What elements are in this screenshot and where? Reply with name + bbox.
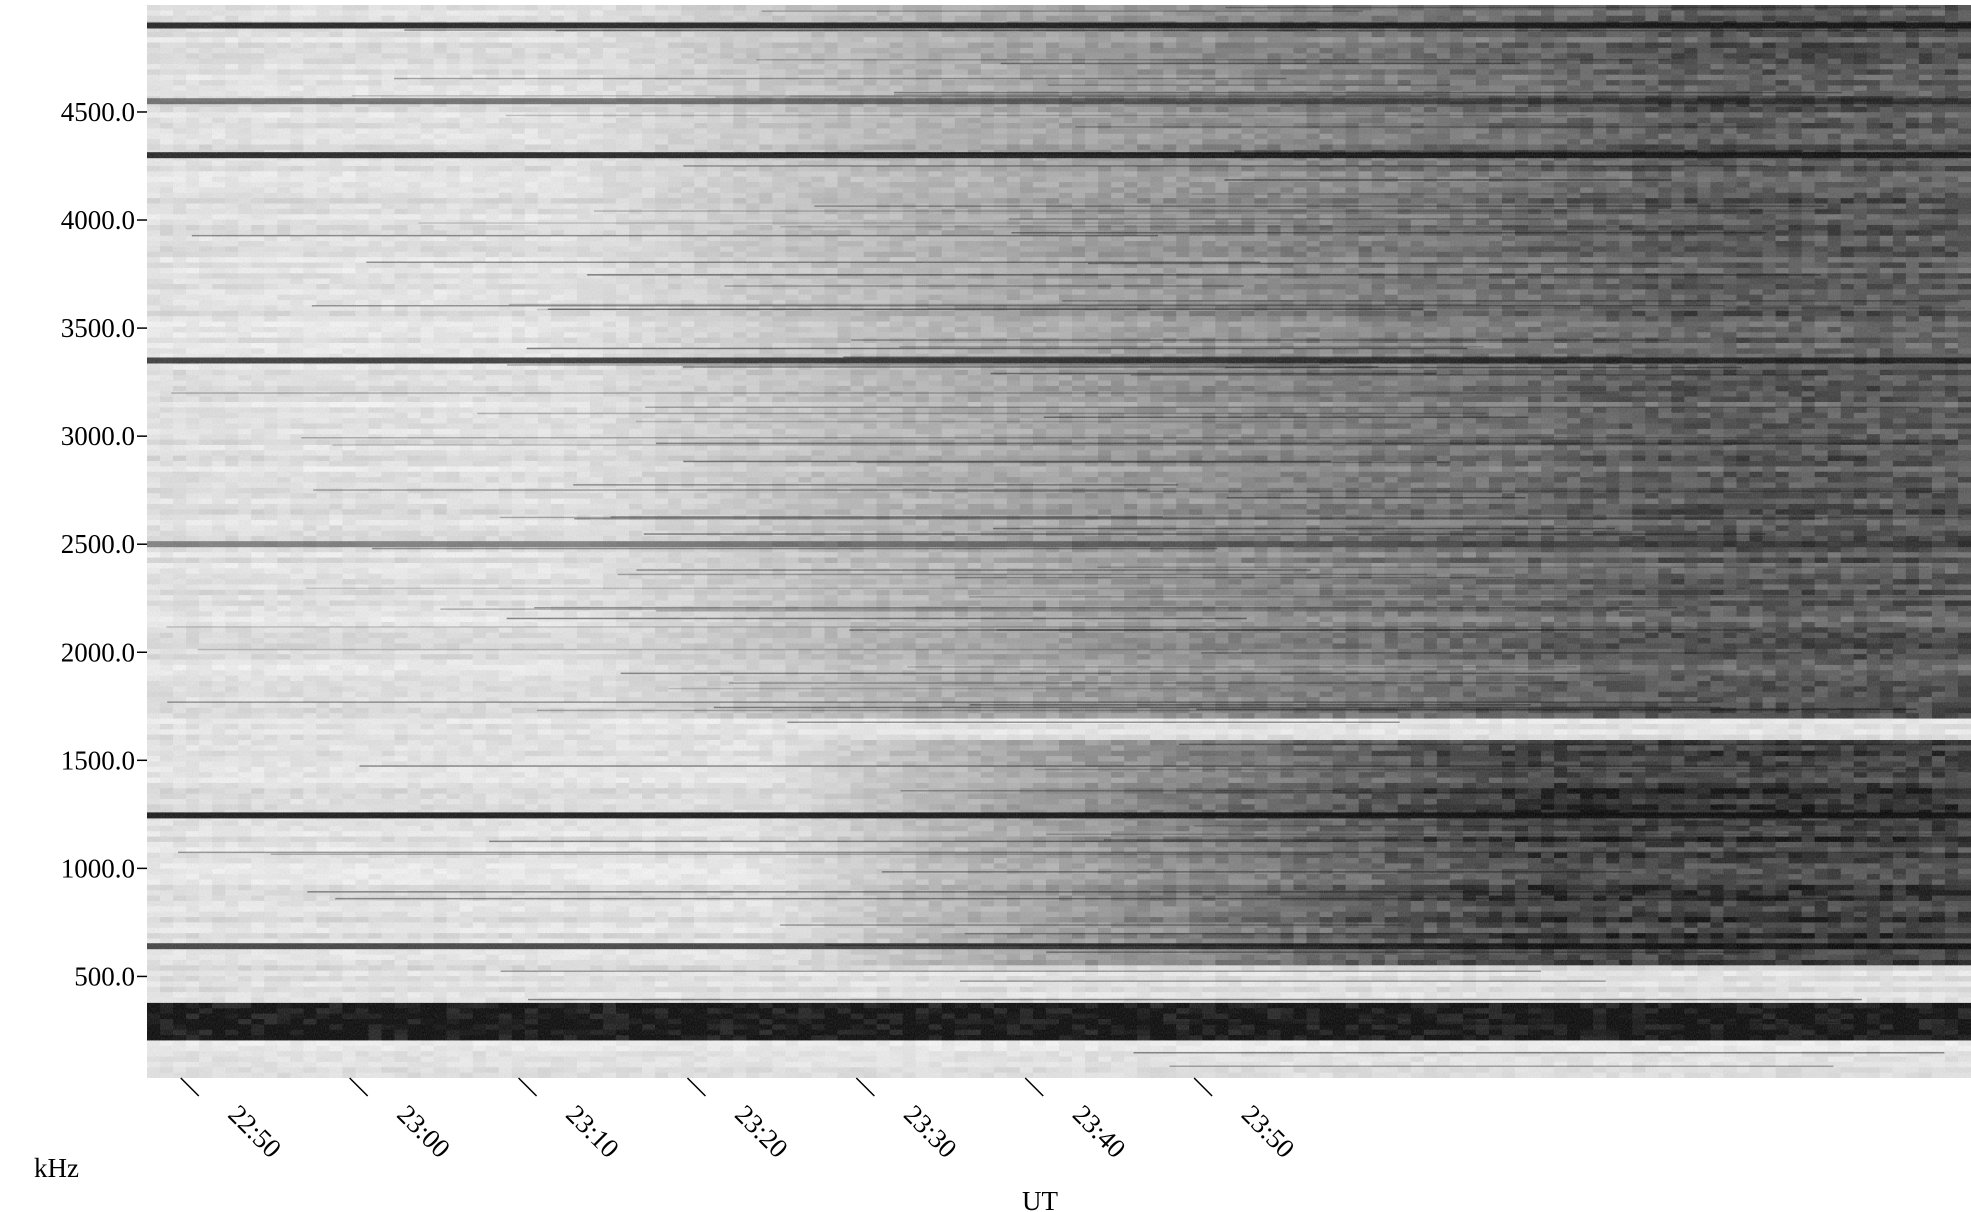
spectrogram-chart: 500.01000.01500.02000.02500.03000.03500.…: [34, 5, 1971, 1212]
